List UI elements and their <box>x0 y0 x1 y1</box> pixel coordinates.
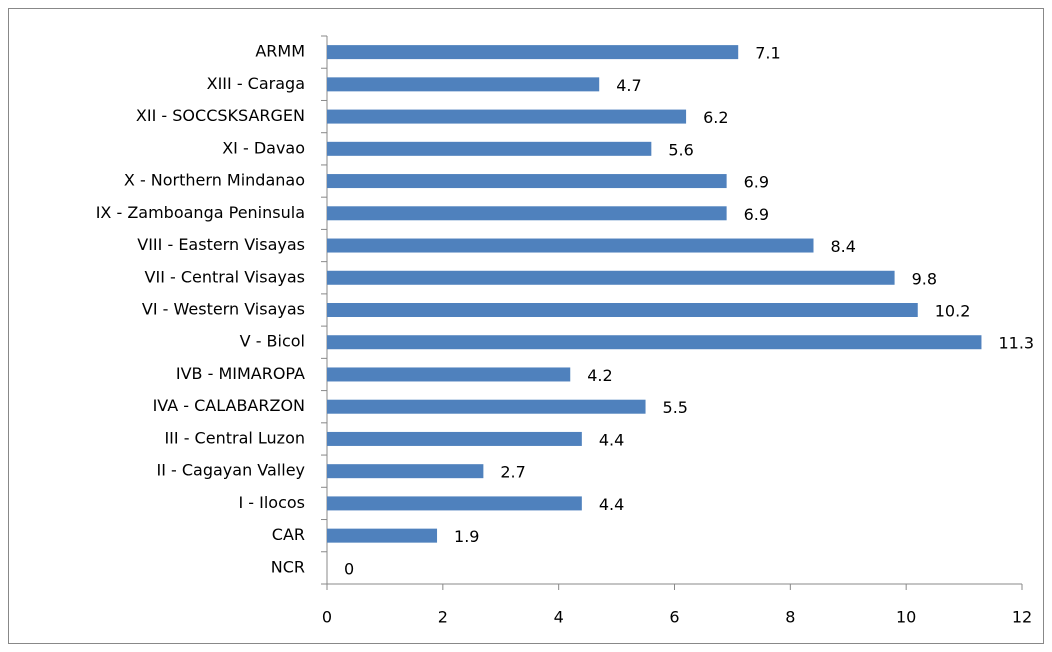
value-label: 5.6 <box>668 140 693 159</box>
y-tick-label: V - Bicol <box>240 332 305 351</box>
y-tick-label: XII - SOCCSKSARGEN <box>136 106 305 125</box>
bar <box>327 45 739 60</box>
value-label: 6.9 <box>744 205 769 224</box>
value-label: 5.5 <box>663 398 688 417</box>
bar <box>327 270 895 285</box>
bar <box>327 367 571 382</box>
bar <box>327 528 438 543</box>
y-tick-label: IVA - CALABARZON <box>153 396 305 415</box>
bar <box>327 431 582 446</box>
bar <box>327 206 727 221</box>
bar <box>327 77 600 92</box>
value-label: 7.1 <box>755 44 780 63</box>
value-label: 1.9 <box>454 527 479 546</box>
y-tick-label: CAR <box>272 525 305 544</box>
value-label: 8.4 <box>831 237 856 256</box>
bar <box>327 141 652 156</box>
bar <box>327 464 484 479</box>
y-tick-label: I - Ilocos <box>238 493 305 512</box>
bar <box>327 109 687 124</box>
y-tick-label: NCR <box>271 557 305 576</box>
x-tick-label: 0 <box>322 608 332 627</box>
x-tick-label: 8 <box>785 608 795 627</box>
value-label: 2.7 <box>500 463 525 482</box>
value-label: 11.3 <box>998 334 1034 353</box>
value-label: 6.2 <box>703 108 728 127</box>
bar <box>327 335 982 350</box>
bar <box>327 238 814 253</box>
value-label: 4.4 <box>599 430 624 449</box>
y-tick-label: IX - Zamboanga Peninsula <box>96 203 305 222</box>
bar <box>327 399 646 414</box>
bar <box>327 303 918 317</box>
x-tick-label: 4 <box>554 608 564 627</box>
chart-border <box>8 8 1044 644</box>
y-tick-label: XI - Davao <box>222 138 305 157</box>
value-label: 4.7 <box>616 76 641 95</box>
value-label: 10.2 <box>935 302 971 321</box>
y-tick-label: XIII - Caraga <box>207 74 305 93</box>
y-tick-label: ARMM <box>255 42 305 61</box>
bar <box>327 496 582 511</box>
y-tick-label: III - Central Luzon <box>164 428 305 447</box>
value-label: 6.9 <box>744 173 769 192</box>
y-tick-label: IVB - MIMAROPA <box>176 364 305 383</box>
value-label: 4.2 <box>587 366 612 385</box>
value-label: 4.4 <box>599 495 624 514</box>
x-tick-label: 10 <box>896 608 916 627</box>
value-label: 9.8 <box>912 269 937 288</box>
y-tick-label: X - Northern Mindanao <box>124 171 305 190</box>
value-label: 0 <box>344 559 354 578</box>
y-tick-label: VIII - Eastern Visayas <box>137 235 305 254</box>
y-tick-label: VI - Western Visayas <box>142 300 305 319</box>
y-tick-label: II - Cagayan Valley <box>156 461 305 480</box>
y-tick-label: VII - Central Visayas <box>145 267 305 286</box>
x-tick-label: 6 <box>669 608 679 627</box>
bar <box>327 174 727 189</box>
x-tick-label: 12 <box>1012 608 1032 627</box>
x-tick-label: 2 <box>438 608 448 627</box>
